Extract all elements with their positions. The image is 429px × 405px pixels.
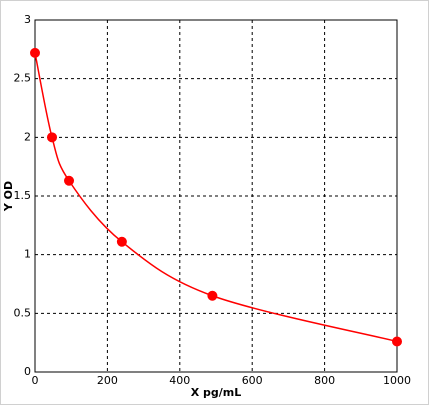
data-point [116, 236, 127, 247]
data-point [30, 47, 40, 58]
data-point [64, 175, 75, 186]
data-point [207, 290, 218, 301]
y-tick-label: 2 [24, 130, 31, 143]
x-tick-label: 600 [242, 374, 263, 387]
x-tick-label: 0 [32, 374, 39, 387]
y-tick-label: 1 [24, 248, 31, 261]
data-point [392, 336, 402, 347]
x-tick-label: 200 [97, 374, 118, 387]
data-point [47, 132, 58, 143]
y-tick-label: 0.5 [14, 306, 32, 319]
y-tick-label: 1.5 [14, 189, 32, 202]
y-tick-label: 3 [24, 13, 31, 26]
y-tick-label: 2.5 [14, 72, 32, 85]
x-tick-label: 400 [169, 374, 190, 387]
x-tick-label: 1000 [383, 374, 411, 387]
y-tick-label: 0 [24, 365, 31, 378]
x-axis-label: X pg/mL [191, 386, 242, 399]
y-axis-label: Y OD [2, 181, 15, 212]
x-tick-label: 800 [314, 374, 335, 387]
